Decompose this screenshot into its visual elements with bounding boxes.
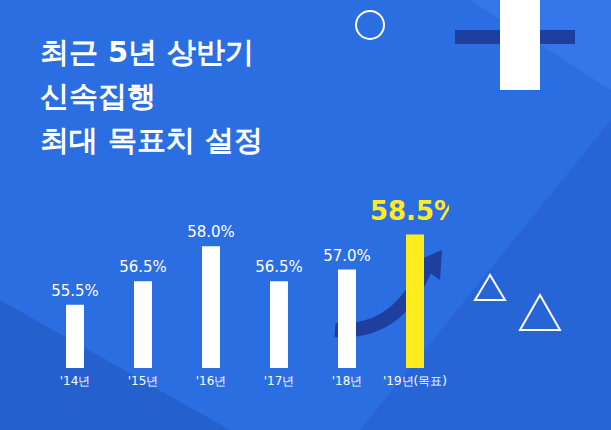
svg-text:58.5%: 58.5%: [370, 196, 449, 226]
svg-text:56.5%: 56.5%: [119, 258, 167, 276]
svg-text:58.0%: 58.0%: [187, 223, 235, 241]
svg-text:'19년(목표): '19년(목표): [383, 374, 447, 388]
svg-text:'16년: '16년: [196, 374, 227, 388]
svg-text:'15년: '15년: [128, 374, 159, 388]
svg-text:'14년: '14년: [60, 374, 91, 388]
svg-text:56.5%: 56.5%: [255, 258, 303, 276]
html-text:최근 5년 상반기: 최근 5년 상반기: [40, 35, 255, 69]
svg-text:'17년: '17년: [264, 374, 295, 388]
html-text:최대 목표치 설정: 최대 목표치 설정: [40, 123, 264, 157]
svg-text:57.0%: 57.0%: [323, 247, 371, 265]
html-text:신속집행: 신속집행: [40, 79, 156, 113]
svg-text:'18년: '18년: [332, 374, 363, 388]
svg-text:55.5%: 55.5%: [51, 282, 99, 300]
